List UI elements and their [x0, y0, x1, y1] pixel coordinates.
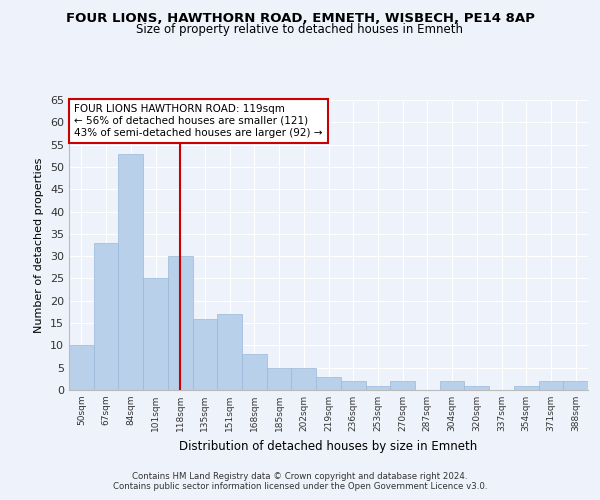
Bar	[341, 381, 365, 390]
Y-axis label: Number of detached properties: Number of detached properties	[34, 158, 44, 332]
Bar	[217, 314, 242, 390]
Text: Contains public sector information licensed under the Open Government Licence v3: Contains public sector information licen…	[113, 482, 487, 491]
Bar	[563, 381, 588, 390]
Bar	[69, 346, 94, 390]
Bar	[94, 243, 118, 390]
Bar	[242, 354, 267, 390]
X-axis label: Distribution of detached houses by size in Emneth: Distribution of detached houses by size …	[179, 440, 478, 452]
Bar	[143, 278, 168, 390]
Bar	[292, 368, 316, 390]
Bar	[464, 386, 489, 390]
Bar	[168, 256, 193, 390]
Bar	[539, 381, 563, 390]
Bar	[365, 386, 390, 390]
Bar	[316, 376, 341, 390]
Text: Size of property relative to detached houses in Emneth: Size of property relative to detached ho…	[137, 22, 464, 36]
Text: Contains HM Land Registry data © Crown copyright and database right 2024.: Contains HM Land Registry data © Crown c…	[132, 472, 468, 481]
Bar	[514, 386, 539, 390]
Text: FOUR LIONS HAWTHORN ROAD: 119sqm
← 56% of detached houses are smaller (121)
43% : FOUR LIONS HAWTHORN ROAD: 119sqm ← 56% o…	[74, 104, 323, 138]
Text: FOUR LIONS, HAWTHORN ROAD, EMNETH, WISBECH, PE14 8AP: FOUR LIONS, HAWTHORN ROAD, EMNETH, WISBE…	[65, 12, 535, 26]
Bar	[267, 368, 292, 390]
Bar	[118, 154, 143, 390]
Bar	[440, 381, 464, 390]
Bar	[193, 318, 217, 390]
Bar	[390, 381, 415, 390]
